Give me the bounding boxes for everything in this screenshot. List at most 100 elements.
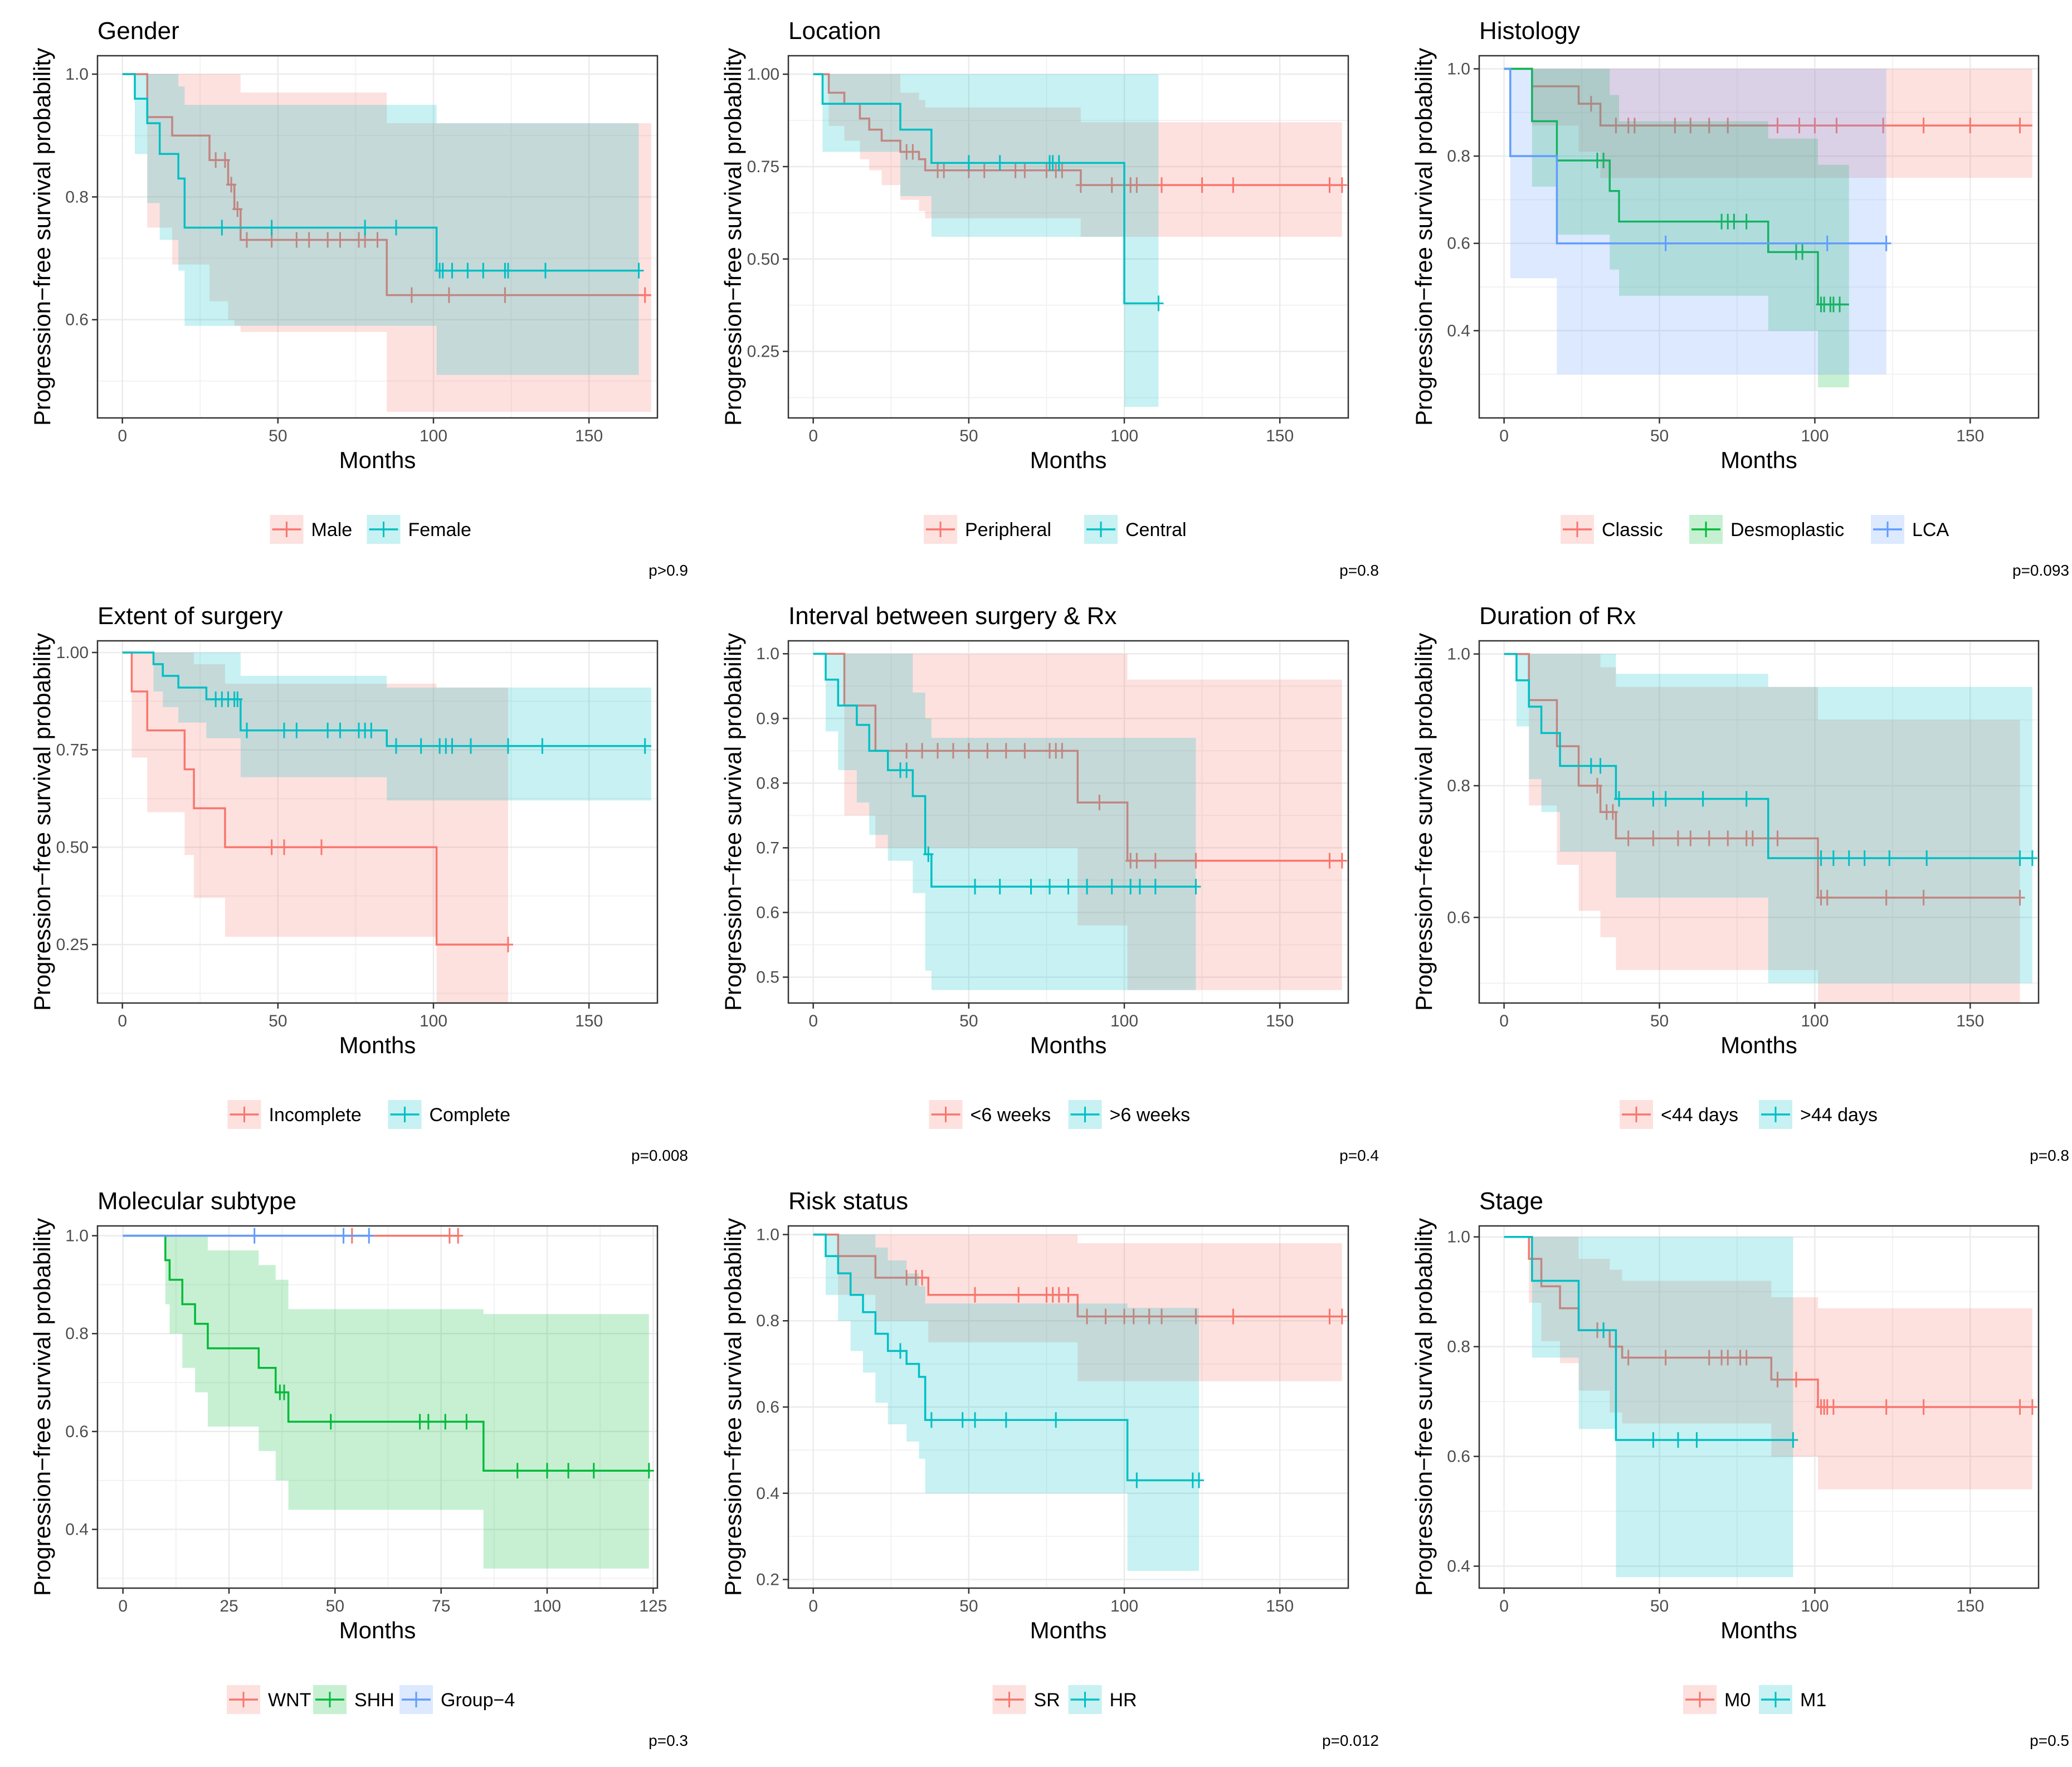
censor-mark — [304, 232, 314, 248]
y-tick-label: 0.25 — [56, 936, 89, 954]
censor-mark — [415, 1414, 425, 1430]
censor-mark — [1106, 879, 1117, 895]
censor-mark — [1723, 118, 1733, 134]
censor-mark — [1119, 1308, 1129, 1325]
survival-curve-1 — [122, 651, 508, 946]
censor-mark — [1723, 830, 1733, 846]
x-tick-label: 100 — [1110, 427, 1138, 445]
legend-label: <44 days — [1661, 1104, 1738, 1126]
ci-band-2 — [122, 74, 639, 375]
panel-2: Location 0 50 100 150 0.25 0.50 0.75 1.00 Months P… — [720, 17, 1379, 579]
p-value: p=0.8 — [2030, 1147, 2069, 1164]
panel-border — [787, 640, 1349, 1004]
p-value: p=0.5 — [2030, 1732, 2069, 1749]
censor-mark — [360, 220, 370, 236]
censor-mark — [970, 879, 980, 895]
plot-background — [788, 641, 1348, 1003]
legend-label: Group−4 — [441, 1690, 515, 1711]
legend-key-1 — [1620, 1100, 1653, 1129]
p-value: p=0.012 — [1322, 1732, 1379, 1749]
x-tick-label: 125 — [639, 1597, 667, 1615]
censor-mark — [232, 691, 243, 707]
x-tick-label: 50 — [959, 1012, 978, 1030]
survival-curve-1 — [813, 653, 1342, 862]
p-value: p=0.008 — [631, 1147, 688, 1164]
censor-mark — [1106, 177, 1117, 193]
plot-background — [97, 1226, 657, 1588]
x-tick-label: 100 — [420, 1012, 447, 1030]
legend-key-1 — [227, 1685, 260, 1714]
censor-mark — [1094, 795, 1105, 811]
x-tick-label: 150 — [1956, 427, 1984, 445]
gridlines — [788, 56, 1348, 418]
x-tick-label: 150 — [1266, 1012, 1294, 1030]
censor-mark — [266, 839, 277, 855]
censor-mark — [933, 743, 943, 759]
y-tick-label: 0.6 — [756, 904, 779, 922]
panel-6: Duration of Rx 0 50 100 150 0.6 0.8 1.0 Months Pr… — [1411, 602, 2069, 1164]
censor-mark — [1010, 162, 1021, 178]
legend-key-2 — [1084, 515, 1118, 544]
censor-mark — [1157, 177, 1167, 193]
censor-mark — [323, 722, 333, 738]
censor-mark — [633, 262, 644, 279]
censor-mark — [220, 152, 230, 168]
y-tick-label: 0.8 — [1447, 1338, 1470, 1356]
plot-area — [813, 653, 1347, 990]
x-tick-label: 0 — [1499, 1597, 1509, 1615]
panel-title: Location — [788, 17, 881, 45]
censor-mark — [1623, 1350, 1634, 1366]
legend: Male Female — [270, 515, 471, 544]
x-tick-label: 0 — [808, 1597, 818, 1615]
plot-area — [1504, 653, 2037, 1003]
censor-mark — [440, 1414, 451, 1430]
legend-label: >6 weeks — [1110, 1104, 1191, 1126]
censor-mark — [1835, 296, 1845, 313]
y-tick-label: 0.9 — [756, 709, 779, 728]
censor-mark — [1704, 830, 1714, 846]
censor-mark — [1054, 1287, 1064, 1303]
censor-mark — [279, 722, 289, 738]
censor-mark — [1013, 1287, 1024, 1303]
censor-mark — [901, 1269, 912, 1286]
censor-mark — [503, 738, 513, 754]
censor-mark — [895, 1343, 905, 1359]
x-tick-label: 100 — [1801, 1597, 1829, 1615]
p-value: p=0.4 — [1339, 1147, 1379, 1164]
panel-title: Interval between surgery & Rx — [788, 602, 1117, 630]
censor-mark — [1595, 758, 1606, 774]
censor-mark — [1324, 1308, 1335, 1325]
censor-mark — [423, 1414, 433, 1430]
censor-mark — [1648, 830, 1659, 846]
censor-mark — [1337, 1308, 1347, 1325]
ci-band-1 — [813, 654, 1342, 990]
censor-mark — [416, 738, 426, 754]
censor-mark — [1704, 118, 1714, 134]
legend: SR HR — [992, 1685, 1137, 1714]
panel-7: Molecular subtype 0 25 50 75 100 125 0.4 0.6 0.8 1… — [29, 1187, 688, 1749]
plot-area — [813, 73, 1347, 407]
censor-mark — [537, 738, 548, 754]
y-tick-label: 0.75 — [747, 158, 779, 176]
ci-band-3 — [1504, 69, 1886, 374]
censor-mark — [1881, 889, 1891, 906]
legend-label: Classic — [1602, 519, 1663, 541]
legend-key-2 — [1759, 1100, 1792, 1129]
y-tick-label: 0.2 — [756, 1571, 779, 1589]
censor-mark — [444, 1228, 455, 1244]
ci-band-2 — [813, 654, 1196, 990]
censor-mark — [970, 1412, 980, 1428]
x-tick-label: 0 — [118, 1012, 127, 1030]
censor-mark — [540, 262, 550, 279]
x-tick-label: 100 — [1110, 1012, 1138, 1030]
censor-mark — [1859, 850, 1870, 866]
censor-mark — [1729, 213, 1739, 230]
survival-curve-3 — [1504, 67, 1886, 245]
x-tick-label: 50 — [326, 1597, 344, 1615]
censor-mark — [366, 722, 377, 738]
censor-mark — [316, 839, 326, 855]
legend-key-1 — [929, 1100, 963, 1129]
ci-band-2 — [123, 1235, 649, 1569]
panel-4: Extent of surgery 0 50 100 150 0.25 0.50 0.75 1.… — [29, 602, 688, 1164]
censor-mark — [1228, 177, 1239, 193]
